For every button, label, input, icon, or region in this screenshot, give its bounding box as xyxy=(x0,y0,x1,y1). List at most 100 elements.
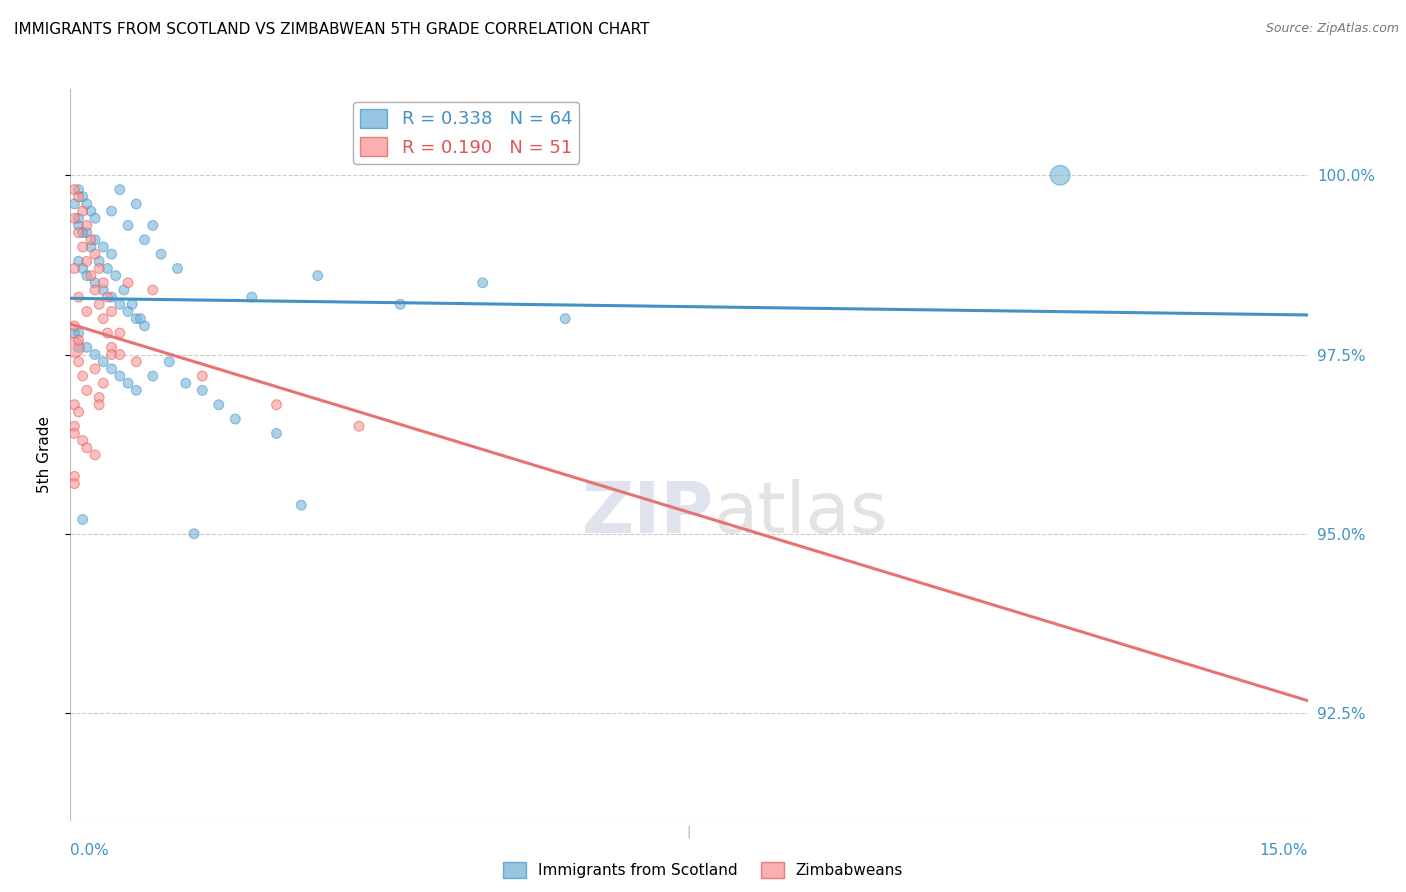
Point xyxy=(80,233,103,247)
Point xyxy=(108,347,131,361)
Point xyxy=(290,498,312,512)
Text: IMMIGRANTS FROM SCOTLAND VS ZIMBABWEAN 5TH GRADE CORRELATION CHART: IMMIGRANTS FROM SCOTLAND VS ZIMBABWEAN 5… xyxy=(14,22,650,37)
Point xyxy=(125,354,148,368)
Point xyxy=(76,340,98,354)
Point xyxy=(63,318,86,333)
Point xyxy=(72,434,94,448)
Point xyxy=(100,247,122,261)
Point xyxy=(84,276,107,290)
Text: 0.0%: 0.0% xyxy=(70,843,110,858)
Point xyxy=(91,240,114,254)
Point xyxy=(554,311,576,326)
Point xyxy=(166,261,188,276)
Point xyxy=(96,290,118,304)
Point xyxy=(67,333,90,347)
Point xyxy=(84,448,107,462)
Point xyxy=(63,419,86,434)
Point xyxy=(224,412,246,426)
Point xyxy=(142,283,165,297)
Point xyxy=(96,326,118,340)
Point xyxy=(84,283,107,297)
Text: |: | xyxy=(686,825,692,838)
Point xyxy=(76,384,98,398)
Point xyxy=(157,354,180,368)
Point xyxy=(240,290,263,304)
Point xyxy=(72,261,94,276)
Point xyxy=(84,247,107,261)
Point xyxy=(91,311,114,326)
Point xyxy=(67,190,90,204)
Point xyxy=(84,362,107,376)
Point xyxy=(91,276,114,290)
Point xyxy=(76,219,98,233)
Point xyxy=(91,376,114,391)
Point xyxy=(307,268,329,283)
Point xyxy=(72,204,94,219)
Point xyxy=(67,226,90,240)
Point xyxy=(108,326,131,340)
Point xyxy=(125,384,148,398)
Point xyxy=(63,326,86,340)
Point xyxy=(389,297,412,311)
Point xyxy=(208,398,231,412)
Point xyxy=(150,247,173,261)
Point xyxy=(72,226,94,240)
Point xyxy=(67,326,90,340)
Point xyxy=(76,197,98,211)
Point xyxy=(80,240,103,254)
Point xyxy=(76,304,98,318)
Point xyxy=(63,340,86,354)
Point xyxy=(72,512,94,526)
Point xyxy=(84,211,107,226)
Point xyxy=(67,405,90,419)
Point xyxy=(63,183,86,197)
Point xyxy=(100,347,122,361)
Point xyxy=(191,369,214,384)
Point xyxy=(191,384,214,398)
Point xyxy=(63,211,86,226)
Legend: R = 0.338   N = 64, R = 0.190   N = 51: R = 0.338 N = 64, R = 0.190 N = 51 xyxy=(353,102,579,164)
Point xyxy=(183,526,205,541)
Point xyxy=(96,261,118,276)
Point xyxy=(72,190,94,204)
Point xyxy=(89,391,111,405)
Point xyxy=(108,183,131,197)
Point xyxy=(63,197,86,211)
Point xyxy=(67,354,90,368)
Point xyxy=(125,311,148,326)
Point xyxy=(76,254,98,268)
Point xyxy=(142,219,165,233)
Y-axis label: 5th Grade: 5th Grade xyxy=(37,417,52,493)
Text: Source: ZipAtlas.com: Source: ZipAtlas.com xyxy=(1265,22,1399,36)
Point xyxy=(117,376,139,391)
Point xyxy=(108,369,131,384)
Point xyxy=(117,276,139,290)
Point xyxy=(89,297,111,311)
Point xyxy=(117,304,139,318)
Point xyxy=(100,204,122,219)
Point xyxy=(125,197,148,211)
Point xyxy=(100,304,122,318)
Point xyxy=(142,369,165,384)
Point xyxy=(89,254,111,268)
Point xyxy=(67,183,90,197)
Point xyxy=(1049,168,1071,182)
Point xyxy=(89,398,111,412)
Text: ZIP: ZIP xyxy=(582,479,714,548)
Point xyxy=(63,426,86,441)
Point xyxy=(91,354,114,368)
Point xyxy=(80,268,103,283)
Point xyxy=(76,268,98,283)
Point xyxy=(121,297,143,311)
Point xyxy=(117,219,139,233)
Point xyxy=(347,419,370,434)
Point xyxy=(67,290,90,304)
Point xyxy=(108,297,131,311)
Point xyxy=(84,347,107,361)
Text: 15.0%: 15.0% xyxy=(1260,843,1308,858)
Point xyxy=(63,261,86,276)
Point xyxy=(80,204,103,219)
Point xyxy=(100,340,122,354)
Point xyxy=(67,254,90,268)
Point xyxy=(67,219,90,233)
